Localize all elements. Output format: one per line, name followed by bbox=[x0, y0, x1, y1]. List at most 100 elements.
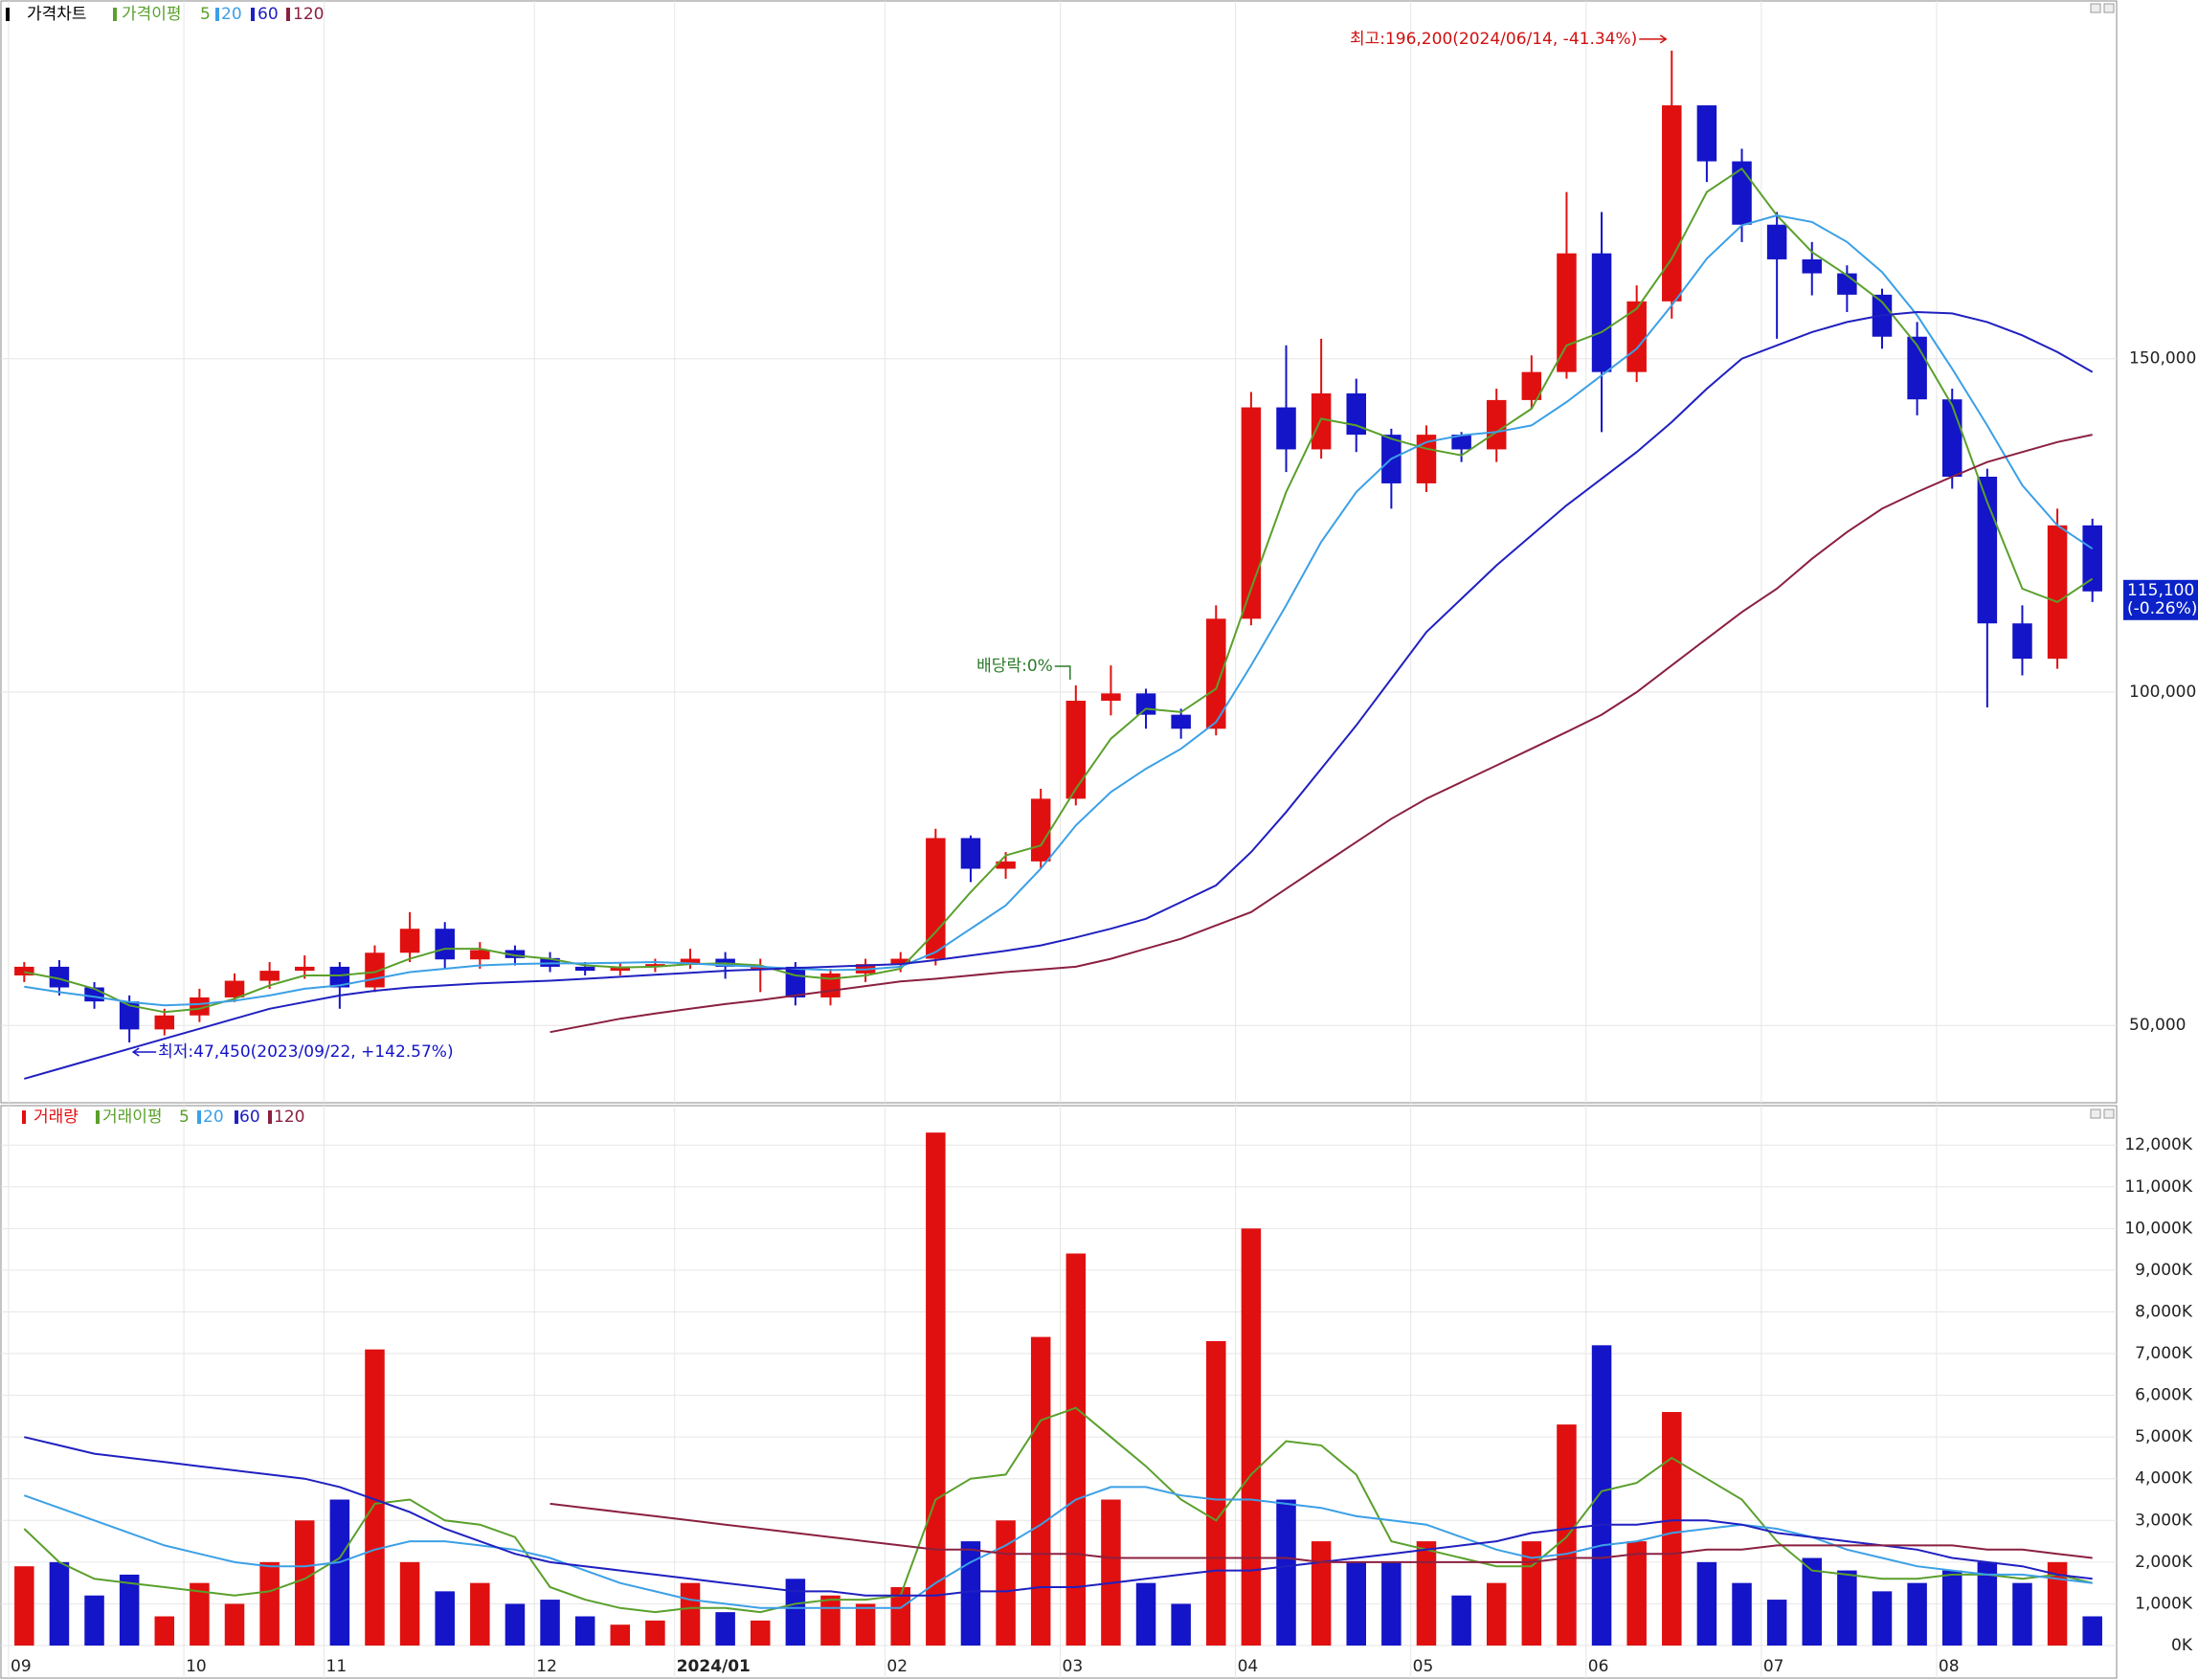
y-tick-label: 1,000K bbox=[2135, 1594, 2193, 1613]
volume-bar bbox=[224, 1603, 245, 1646]
panel-minimize[interactable] bbox=[2090, 3, 2101, 13]
volume-bar bbox=[1557, 1424, 1577, 1646]
y-tick-label: 11,000K bbox=[2124, 1177, 2192, 1197]
legend-label: 5 bbox=[200, 5, 211, 24]
y-tick-label: 5,000K bbox=[2135, 1427, 2193, 1446]
volume-bar bbox=[470, 1582, 490, 1646]
volume-bar bbox=[1521, 1541, 1542, 1646]
volume-bar bbox=[1030, 1336, 1051, 1646]
candle-body bbox=[2047, 525, 2068, 660]
volume-bar bbox=[14, 1566, 34, 1646]
volume-bar bbox=[1416, 1541, 1437, 1646]
candle-body bbox=[610, 966, 631, 972]
panel-close[interactable] bbox=[2103, 3, 2115, 13]
volume-bar bbox=[540, 1600, 560, 1646]
volume-bar bbox=[855, 1603, 876, 1646]
candle-body bbox=[1030, 798, 1051, 862]
legend-ma-label: 가격이평 bbox=[122, 5, 182, 24]
panel-minimize[interactable] bbox=[2090, 1109, 2101, 1119]
x-tick-label: 2024/01 bbox=[677, 1657, 751, 1676]
annotation-arrowhead bbox=[1659, 34, 1668, 44]
legend-label: 20 bbox=[221, 5, 242, 24]
volume-bar bbox=[751, 1620, 771, 1646]
y-tick-label: 100,000 bbox=[2129, 683, 2196, 702]
legend-swatch bbox=[6, 8, 10, 21]
moving-average-line bbox=[24, 213, 2094, 1007]
x-tick-label: 08 bbox=[1939, 1657, 1960, 1676]
volume-bar bbox=[1766, 1600, 1787, 1646]
x-tick-label: 05 bbox=[1413, 1657, 1434, 1676]
candle-body bbox=[1241, 407, 1262, 619]
price-panel-border bbox=[0, 0, 2118, 1104]
legend-label: 60 bbox=[239, 1108, 260, 1127]
high-annotation: 최고:196,200(2024/06/14, -41.34%) bbox=[1350, 30, 1637, 49]
candle-body bbox=[1732, 161, 1752, 225]
candle-body bbox=[14, 966, 34, 975]
x-tick-label: 11 bbox=[326, 1657, 348, 1676]
volume-bar bbox=[680, 1582, 701, 1646]
candle-body bbox=[1941, 399, 1962, 477]
candle-body bbox=[1626, 301, 1647, 372]
candle-body bbox=[329, 966, 350, 988]
legend-swatch bbox=[113, 8, 117, 21]
legend-ma-label: 거래이평 bbox=[102, 1108, 163, 1127]
candle-body bbox=[820, 973, 841, 997]
annotation-arrow bbox=[1054, 665, 1071, 680]
legend-label: 120 bbox=[293, 5, 324, 24]
volume-bar bbox=[365, 1349, 385, 1646]
legend-swatch bbox=[268, 1110, 272, 1124]
candle-body bbox=[680, 958, 701, 965]
candle-body bbox=[2012, 623, 2032, 660]
volume-bar bbox=[1101, 1499, 1121, 1646]
legend-swatch bbox=[22, 1110, 26, 1124]
volume-bar bbox=[1837, 1570, 1857, 1646]
volume-bar bbox=[1486, 1582, 1507, 1646]
volume-bar bbox=[435, 1591, 455, 1646]
moving-average-line bbox=[24, 167, 2094, 1014]
volume-bar bbox=[399, 1561, 420, 1646]
candle-body bbox=[785, 966, 806, 997]
candle-body bbox=[399, 929, 420, 953]
volume-bar bbox=[785, 1579, 806, 1646]
volume-bar bbox=[505, 1603, 526, 1646]
candle-body bbox=[1171, 714, 1191, 729]
candle-body bbox=[1451, 435, 1471, 450]
panel-close[interactable] bbox=[2103, 1109, 2115, 1119]
volume-bar bbox=[1977, 1561, 1998, 1646]
candle-body bbox=[505, 950, 526, 958]
x-tick-label: 02 bbox=[886, 1657, 908, 1676]
volume-bar bbox=[329, 1499, 350, 1646]
y-tick-label: 0K bbox=[2171, 1636, 2193, 1655]
x-tick-label: 06 bbox=[1588, 1657, 1609, 1676]
volume-bar bbox=[890, 1587, 910, 1646]
volume-bar bbox=[1451, 1595, 1471, 1646]
candle-body bbox=[190, 997, 210, 1016]
candle-body bbox=[960, 838, 981, 869]
y-tick-label: 3,000K bbox=[2135, 1511, 2193, 1530]
volume-bar bbox=[190, 1582, 210, 1646]
legend-swatch bbox=[96, 1110, 100, 1124]
x-tick-label: 09 bbox=[11, 1657, 32, 1676]
volume-bar bbox=[1135, 1582, 1156, 1646]
candle-body bbox=[540, 957, 560, 967]
y-tick-label: 12,000K bbox=[2124, 1135, 2192, 1154]
volume-bar bbox=[1941, 1570, 1962, 1646]
candle-body bbox=[259, 971, 280, 981]
y-tick-label: 50,000 bbox=[2129, 1016, 2186, 1035]
y-tick-label: 6,000K bbox=[2135, 1386, 2193, 1405]
volume-bar bbox=[1872, 1591, 1893, 1646]
volume-bar bbox=[926, 1132, 946, 1646]
volume-bar bbox=[1206, 1340, 1226, 1646]
volume-bar bbox=[996, 1520, 1016, 1646]
volume-bar bbox=[119, 1574, 140, 1646]
volume-bar bbox=[645, 1620, 665, 1646]
candle-body bbox=[1557, 253, 1577, 372]
candle-body bbox=[890, 958, 910, 965]
y-tick-label: 7,000K bbox=[2135, 1344, 2193, 1363]
volume-bar bbox=[1381, 1561, 1402, 1646]
volume-bar bbox=[1732, 1582, 1752, 1646]
candle-body bbox=[574, 966, 595, 972]
legend-label: 5 bbox=[179, 1108, 190, 1127]
legend-label: 60 bbox=[258, 5, 279, 24]
